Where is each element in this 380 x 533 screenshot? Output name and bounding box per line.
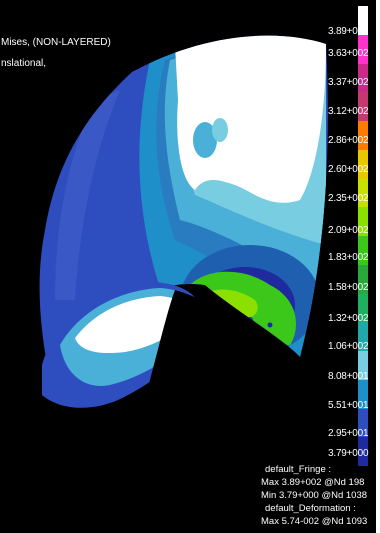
legend-color-bar — [358, 6, 368, 466]
fringe-min: Min 3.79+000 @Nd 1038 — [261, 490, 368, 501]
legend-label: 1.06+002 — [328, 341, 369, 352]
legend-label: 5.51+001 — [328, 400, 369, 411]
legend-color-segment — [358, 6, 368, 35]
fringe-title: default_Fringe : — [265, 464, 332, 475]
legend-color-segment — [358, 351, 368, 380]
legend-label: 2.86+002 — [328, 135, 369, 146]
legend-label: 2.35+002 — [328, 193, 369, 204]
legend-label: 1.58+002 — [328, 282, 369, 293]
legend-label: 1.83+002 — [328, 252, 369, 263]
legend-color-segment — [358, 207, 368, 236]
deformation-title: default_Deformation : — [265, 503, 356, 514]
legend-color-segment — [358, 34, 368, 64]
legend-label: 8.08+001 — [328, 371, 369, 382]
legend-color-segment — [358, 236, 368, 265]
legend-color-segment — [358, 264, 368, 294]
deformation-max: Max 5.74-002 @Nd 1093 — [261, 516, 368, 527]
legend-color-segment — [358, 379, 368, 409]
result-title: Mises, (NON-LAYERED) — [1, 37, 111, 48]
legend-color-segment — [358, 437, 368, 466]
legend-color-segment — [358, 293, 368, 323]
legend-color-segment — [358, 178, 368, 208]
legend-color-segment — [358, 63, 368, 93]
legend-label: 2.95+001 — [328, 428, 369, 439]
legend-label: 1.32+002 — [328, 313, 369, 324]
legend-label: 3.63+002 — [328, 48, 369, 59]
legend-color-segment — [358, 322, 368, 351]
fringe-max: Max 3.89+002 @Nd 198 — [261, 477, 365, 488]
result-subtitle: nslational, — [1, 58, 47, 69]
legend-color-segment — [358, 149, 368, 179]
legend-color-segment — [358, 408, 368, 438]
upper-lobe-contours — [39, 35, 328, 370]
legend-label: 2.09+002 — [328, 225, 369, 236]
legend-label: 3.37+002 — [328, 77, 369, 88]
legend-color-segment — [358, 92, 368, 121]
legend-label: 3.79+000 — [328, 448, 369, 459]
legend-label: 3.89+002 — [328, 26, 369, 37]
legend-label: 2.60+002 — [328, 164, 369, 175]
legend-color-segment — [358, 121, 368, 150]
legend-label: 3.12+002 — [328, 106, 369, 117]
